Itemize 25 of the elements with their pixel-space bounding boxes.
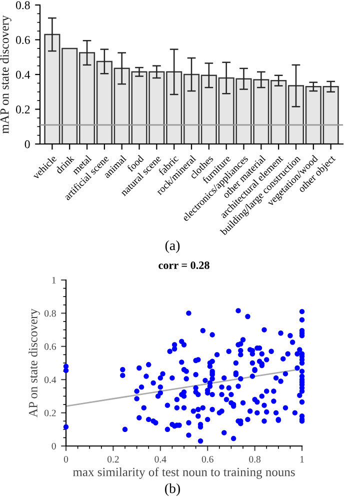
x-tick-label: 0.4 [154,456,166,463]
x-tick-label: drink [54,154,75,174]
x-tick-label: 0.8 [249,456,261,463]
y-tick-label: 0 [52,442,56,450]
y-tick-label: 0.6 [16,36,30,44]
y-tick-label: 0.4 [44,376,56,384]
text: (b) [165,483,180,496]
y-tick-label: 0.4 [16,70,30,79]
y-tick-label: 0.8 [16,1,30,10]
x-tick-label: food [126,154,144,172]
y-tick-label: 0.2 [44,410,56,416]
chart-title: corr = 0.28 [158,262,210,270]
y-tick-label: 0 [24,140,30,148]
y-axis-title: mAP on state discovery [0,15,12,134]
y-tick-label: 0.8 [44,310,56,317]
y-tick-label: 0.6 [44,343,56,350]
y-tick-label: 1 [52,276,56,284]
y-tick-label: 0.2 [16,105,30,114]
y-axis-title: AP on state discovery [28,308,40,418]
x-tick-label: 0.2 [107,456,119,463]
x-axis-title: max similarity of test noun to training nouns [72,467,295,479]
x-tick-label: 0 [64,456,68,463]
text: (a) [165,240,180,253]
x-tick-label: 1 [300,456,304,462]
x-tick-label: 0.6 [202,456,214,463]
